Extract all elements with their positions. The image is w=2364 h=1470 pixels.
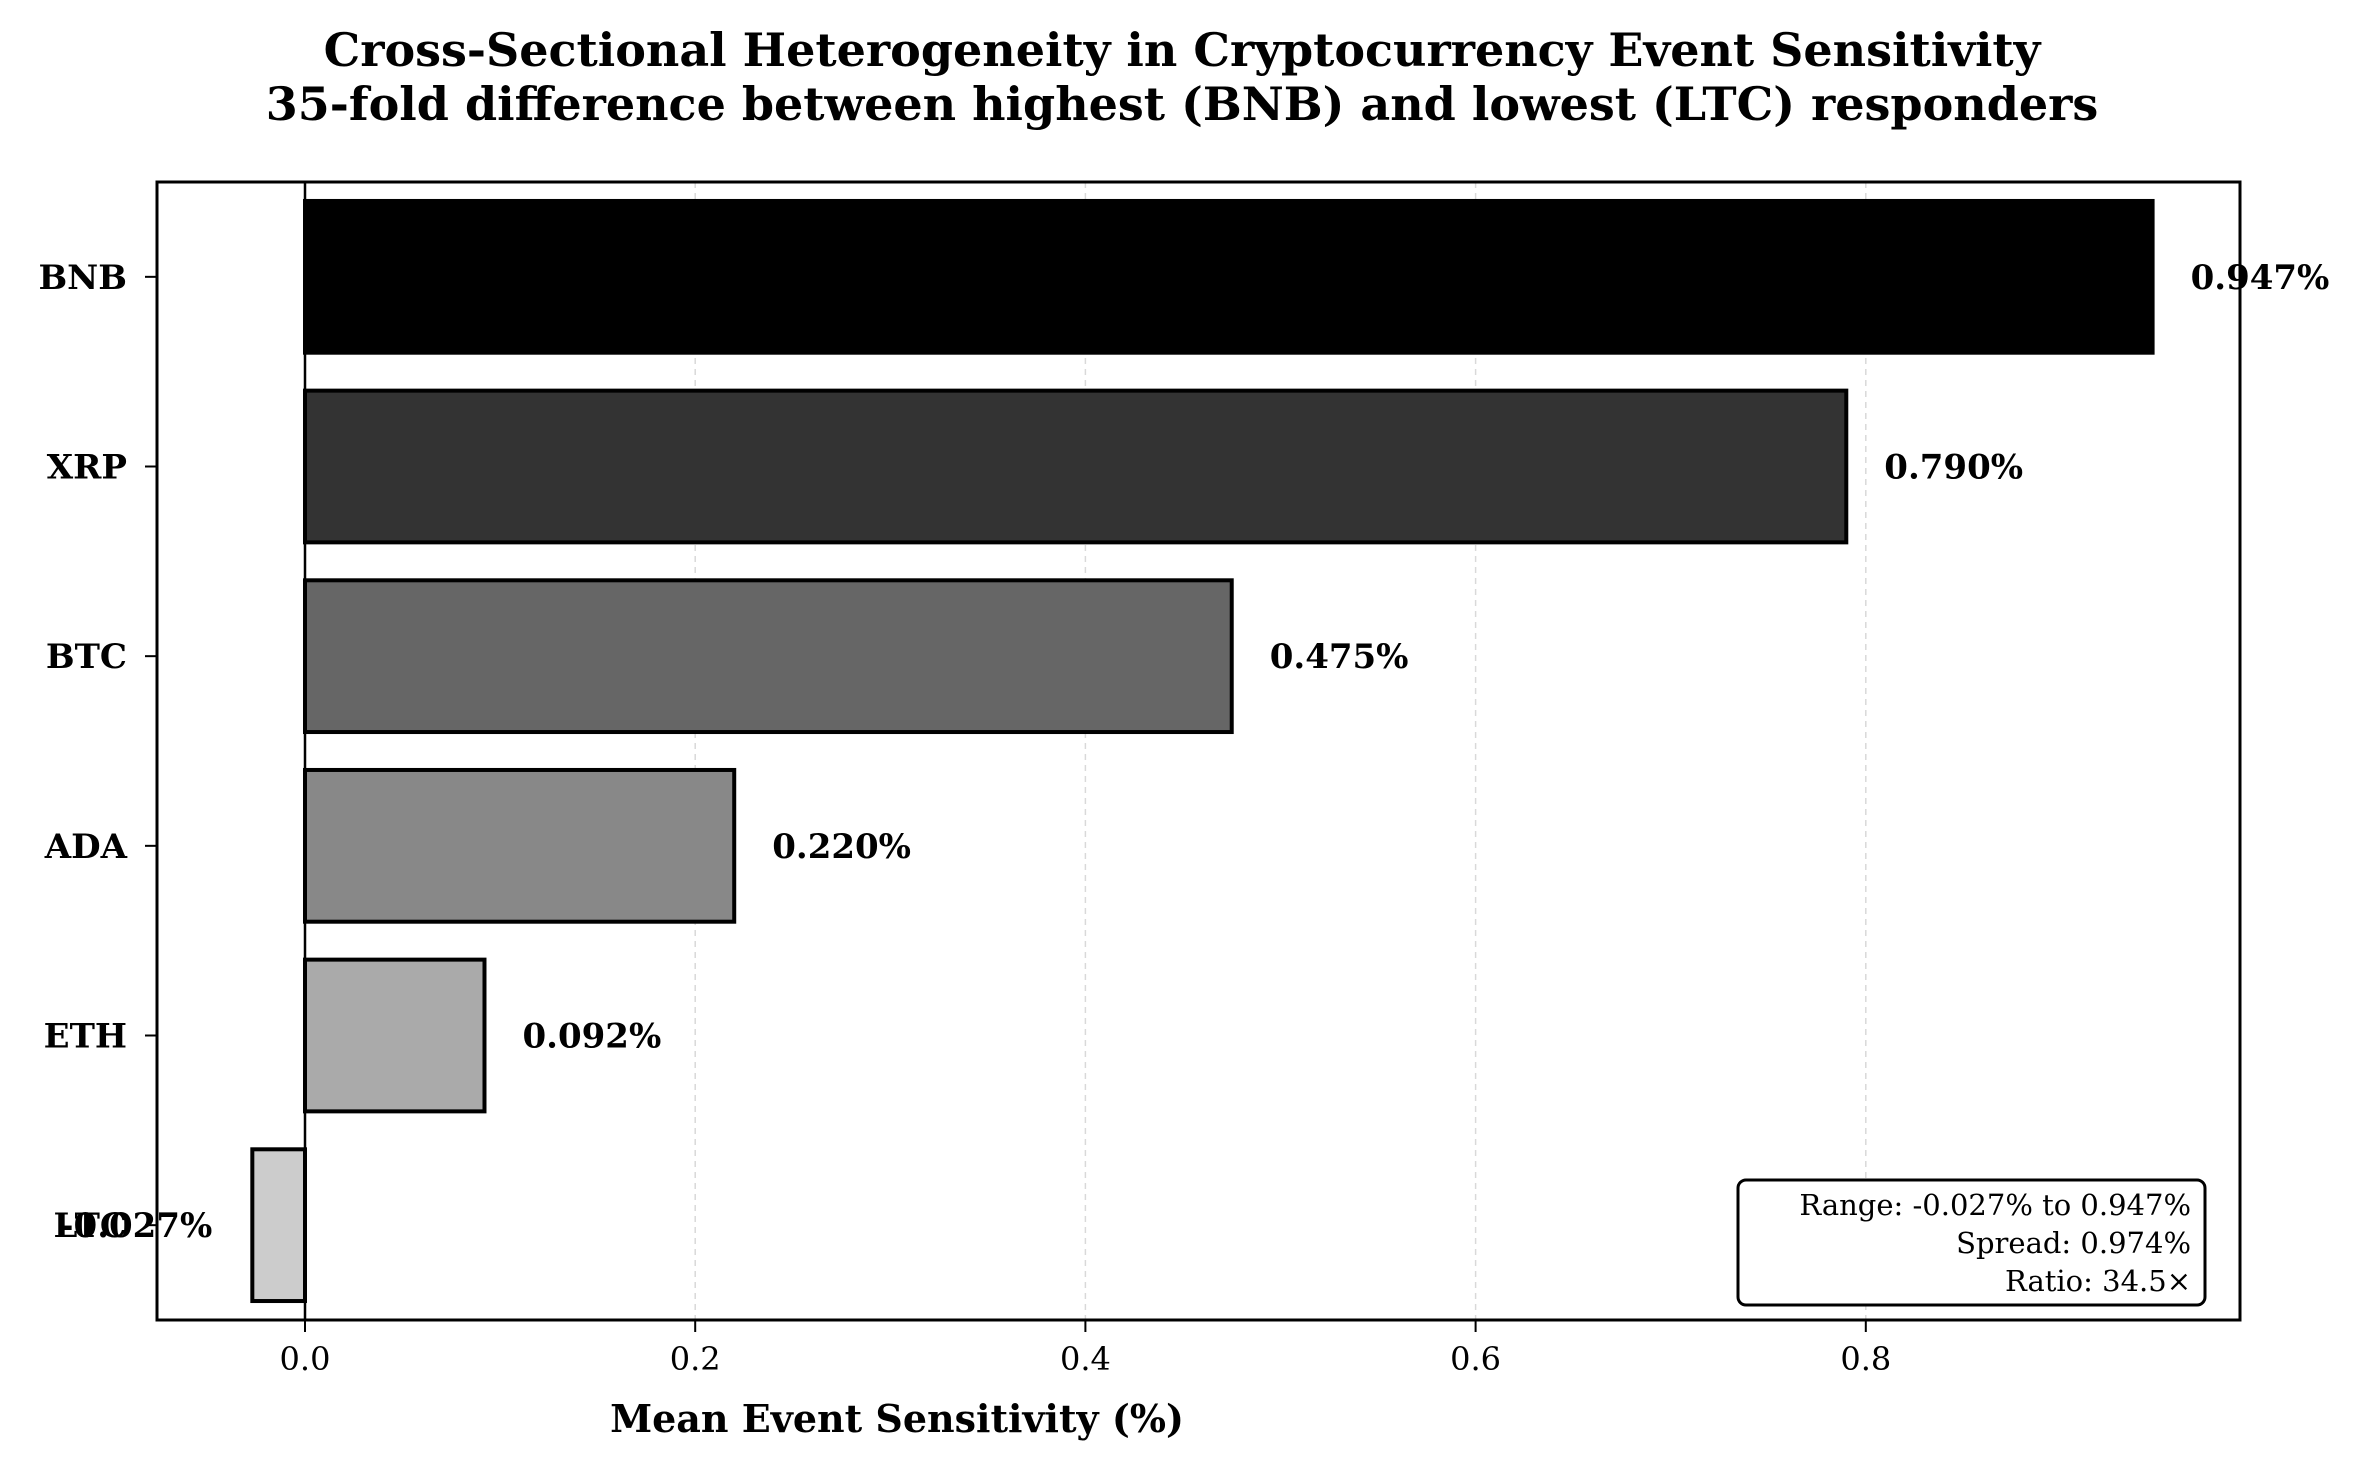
- x-tick-label: 0.0: [280, 1340, 331, 1378]
- chart-subtitle: 35-fold difference between highest (BNB)…: [266, 77, 2099, 131]
- bars: [250, 198, 2155, 1304]
- x-tick-label: 0.2: [670, 1340, 721, 1378]
- x-axis-ticks: 0.0 0.2 0.4 0.6 0.8: [280, 1320, 1891, 1378]
- stats-range: Range: -0.027% to 0.947%: [1799, 1188, 2191, 1222]
- y-tick-label: BNB: [38, 258, 127, 298]
- bar-ada: [303, 767, 737, 924]
- value-label: 0.220%: [772, 827, 911, 867]
- value-label: 0.092%: [522, 1017, 661, 1057]
- x-tick-label: 0.4: [1060, 1340, 1111, 1378]
- value-label: 0.475%: [1270, 637, 1409, 677]
- value-label: 0.947%: [2191, 258, 2330, 298]
- x-gridlines: [694, 182, 1867, 1320]
- x-tick-label: 0.6: [1450, 1340, 1501, 1378]
- y-tick-label: XRP: [47, 448, 127, 488]
- y-axis-ticks: BNB XRP BTC ADA ETH LTC: [38, 258, 157, 1246]
- y-tick-label: ETH: [44, 1017, 127, 1057]
- y-tick-label: ADA: [44, 827, 128, 867]
- value-label: 0.790%: [1884, 448, 2023, 488]
- bar-xrp: [303, 388, 1849, 545]
- stats-spread: Spread: 0.974%: [1956, 1226, 2191, 1260]
- x-axis-label: Mean Event Sensitivity (%): [610, 1396, 1184, 1441]
- stats-box-frame: [1736, 1178, 2207, 1307]
- plot-frame: [155, 180, 2242, 1322]
- stats-ratio: Ratio: 34.5×: [2005, 1264, 2191, 1298]
- value-label: -0.027%: [59, 1206, 212, 1246]
- bar-eth: [303, 957, 487, 1114]
- chart-title: Cross-Sectional Heterogeneity in Cryptoc…: [324, 23, 2042, 77]
- stats-box: Range: -0.027% to 0.947% Spread: 0.974% …: [1736, 1178, 2207, 1307]
- bar-btc: [303, 578, 1234, 735]
- x-tick-label: 0.8: [1840, 1340, 1891, 1378]
- bar-bnb: [303, 198, 2155, 355]
- y-tick-label: BTC: [46, 637, 127, 677]
- y-tick-label: LTC: [54, 1206, 128, 1246]
- bar-ltc: [250, 1147, 307, 1304]
- value-labels: 0.947% 0.790% 0.475% 0.220% 0.092% -0.027%: [59, 258, 2329, 1246]
